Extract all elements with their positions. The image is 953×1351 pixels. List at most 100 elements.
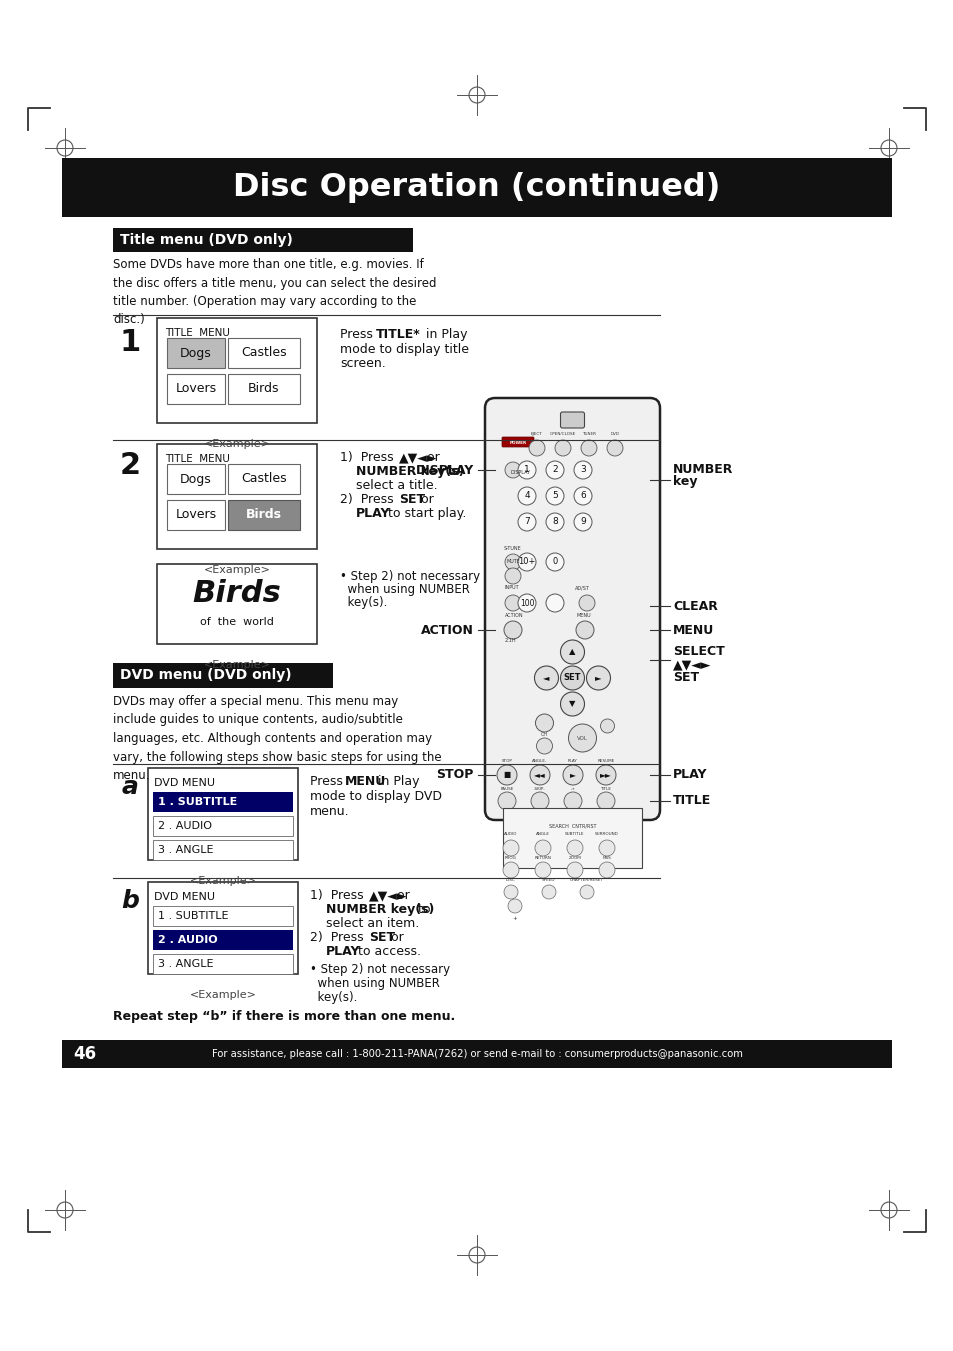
Text: Birds: Birds: [248, 382, 279, 396]
Text: ▲▼◄►: ▲▼◄►: [369, 889, 407, 902]
Circle shape: [536, 738, 552, 754]
Text: to start play.: to start play.: [384, 507, 466, 520]
Text: ANGLE-: ANGLE-: [532, 759, 547, 763]
Text: -SKIP-: -SKIP-: [534, 788, 545, 790]
Text: MUTE: MUTE: [505, 559, 519, 563]
Bar: [152, 792, 293, 812]
Text: <Example>: <Example>: [203, 565, 270, 576]
Circle shape: [566, 862, 582, 878]
Text: to: to: [414, 902, 430, 916]
Text: DISPLAY: DISPLAY: [416, 463, 474, 477]
Text: ▲: ▲: [569, 647, 576, 657]
Text: NUMBER: NUMBER: [672, 463, 733, 476]
Circle shape: [534, 666, 558, 690]
Bar: [167, 500, 225, 530]
Text: 46: 46: [73, 1046, 96, 1063]
Circle shape: [574, 461, 592, 480]
Text: <Example>: <Example>: [190, 875, 256, 886]
Text: or: or: [416, 493, 434, 507]
Circle shape: [541, 885, 556, 898]
Text: 2 . AUDIO: 2 . AUDIO: [158, 821, 212, 831]
Text: in Play: in Play: [374, 775, 419, 788]
Text: or: or: [422, 451, 439, 463]
Circle shape: [517, 513, 536, 531]
Text: CH: CH: [540, 732, 547, 738]
Bar: [167, 338, 225, 367]
Text: TITLE  MENU: TITLE MENU: [165, 328, 230, 338]
Text: key(s).: key(s).: [310, 992, 357, 1004]
Text: POWER: POWER: [509, 440, 526, 444]
Bar: [228, 374, 299, 404]
FancyBboxPatch shape: [484, 399, 659, 820]
Circle shape: [598, 840, 615, 857]
Circle shape: [545, 553, 563, 571]
Text: Lovers: Lovers: [175, 508, 216, 521]
Text: SPEED: SPEED: [541, 878, 556, 882]
Text: SET: SET: [563, 674, 580, 682]
Circle shape: [586, 666, 610, 690]
Text: or: or: [393, 889, 410, 902]
Text: SELECT: SELECT: [672, 644, 724, 658]
Text: CHAPTER/RESET: CHAPTER/RESET: [570, 878, 603, 882]
Circle shape: [560, 692, 584, 716]
Circle shape: [517, 486, 536, 505]
Circle shape: [504, 594, 520, 611]
Text: <Example>: <Example>: [203, 661, 270, 670]
Text: key: key: [672, 476, 697, 488]
Text: Birds: Birds: [193, 580, 281, 608]
Text: key(s).: key(s).: [339, 596, 387, 609]
Text: ANGLE: ANGLE: [536, 832, 550, 836]
Bar: [62, 158, 891, 218]
Text: 1 . SUBTITLE: 1 . SUBTITLE: [158, 797, 237, 807]
Circle shape: [545, 513, 563, 531]
Circle shape: [517, 553, 536, 571]
Bar: [152, 954, 293, 974]
Circle shape: [517, 461, 536, 480]
Text: 3: 3: [579, 466, 585, 474]
Bar: [62, 1040, 108, 1069]
Text: OPEN/CLOSE: OPEN/CLOSE: [549, 432, 576, 436]
Text: INPUT: INPUT: [504, 585, 519, 590]
Text: ▲▼◄►: ▲▼◄►: [398, 451, 437, 463]
Circle shape: [497, 765, 517, 785]
Text: SET: SET: [398, 493, 425, 507]
Text: SET: SET: [672, 671, 699, 684]
Text: of  the  world: of the world: [200, 617, 274, 627]
Text: <Example>: <Example>: [190, 990, 256, 1000]
Text: 2:1H: 2:1H: [503, 638, 516, 643]
Bar: [228, 500, 299, 530]
Bar: [152, 816, 293, 836]
Text: • Step 2) not necessary: • Step 2) not necessary: [310, 963, 450, 975]
Bar: [152, 840, 293, 861]
Circle shape: [504, 462, 520, 478]
Text: ▲▼◄►: ▲▼◄►: [672, 658, 711, 671]
Text: MENU: MENU: [577, 613, 591, 617]
Text: ◄: ◄: [542, 674, 549, 682]
FancyBboxPatch shape: [560, 412, 584, 428]
Text: when using NUMBER: when using NUMBER: [310, 977, 439, 990]
Text: TITLE*: TITLE*: [375, 328, 420, 340]
Text: DISC: DISC: [506, 878, 516, 882]
Text: 3 . ANGLE: 3 . ANGLE: [158, 844, 213, 855]
Circle shape: [503, 621, 521, 639]
Text: a: a: [121, 775, 138, 798]
Circle shape: [497, 792, 516, 811]
Circle shape: [574, 513, 592, 531]
Circle shape: [560, 666, 584, 690]
Text: Press: Press: [339, 328, 376, 340]
Circle shape: [579, 885, 594, 898]
Circle shape: [530, 765, 550, 785]
Text: ZOOM: ZOOM: [568, 857, 580, 861]
Text: 2)  Press: 2) Press: [310, 931, 367, 944]
Text: Birds: Birds: [246, 508, 282, 521]
Text: NUMBER key(s): NUMBER key(s): [355, 465, 464, 478]
Text: 2 . AUDIO: 2 . AUDIO: [158, 935, 217, 944]
Circle shape: [555, 440, 571, 457]
Text: select a title.: select a title.: [355, 480, 437, 492]
Text: ACTION: ACTION: [504, 613, 523, 617]
Circle shape: [560, 640, 584, 663]
Text: ►: ►: [595, 674, 601, 682]
Text: 5: 5: [552, 492, 558, 500]
Text: TITLE: TITLE: [599, 788, 611, 790]
Text: 100: 100: [519, 598, 534, 608]
